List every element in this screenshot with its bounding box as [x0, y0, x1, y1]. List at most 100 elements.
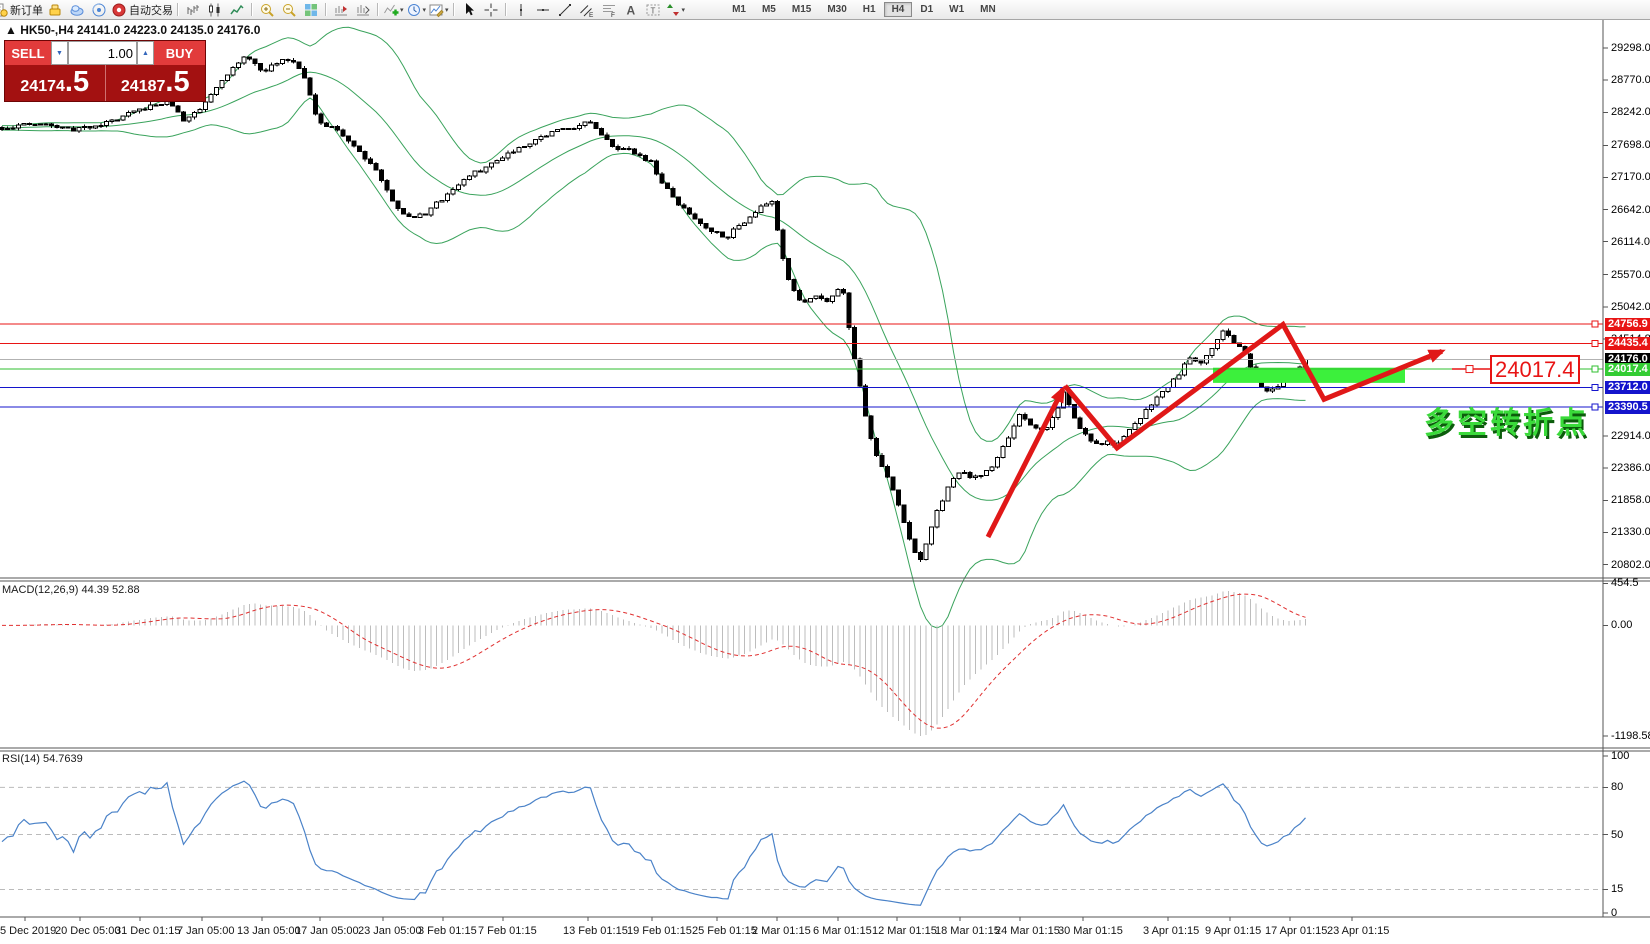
cloud-button[interactable] — [66, 1, 88, 18]
trendline-button[interactable] — [554, 1, 576, 18]
timeframe-m5[interactable]: M5 — [761, 4, 776, 15]
svg-text:E: E — [589, 12, 594, 18]
auto-shift-button[interactable] — [352, 1, 374, 18]
candle-chart-icon — [207, 2, 223, 18]
crosshair-icon — [483, 2, 499, 18]
date-label: 3 Apr 01:15 — [1143, 925, 1200, 937]
date-label: 12 Mar 01:15 — [872, 925, 937, 937]
macd-axis-tick: -1198.58 — [1611, 729, 1650, 742]
sell-button[interactable]: SELL — [11, 45, 45, 61]
sell-price-pips: .5 — [64, 66, 90, 98]
gold-button[interactable] — [44, 1, 66, 18]
volume-down-spinner[interactable]: ▼ — [51, 41, 68, 65]
autotrade-button[interactable]: 自动交易 — [110, 1, 174, 18]
toolbar-separator — [504, 3, 507, 16]
timeframe-m30[interactable]: M30 — [827, 4, 847, 15]
line-handle[interactable] — [1591, 384, 1599, 392]
line-handle[interactable] — [1591, 320, 1599, 328]
horizontal-line-button[interactable] — [532, 1, 554, 18]
one-click-trade-panel: SELL ▼ ▲ BUY 24174 .5 24187 .5 — [4, 40, 206, 102]
fibonacci-button[interactable]: F — [598, 1, 620, 18]
dropdown-caret-icon[interactable]: ▾ — [400, 6, 404, 14]
candle-chart-button[interactable] — [204, 1, 226, 18]
sell-price-display[interactable]: 24174 .5 — [5, 65, 105, 101]
price-axis-tick: 21858.0 — [1611, 494, 1650, 507]
date-label: 30 Mar 01:15 — [1058, 925, 1123, 937]
template-button[interactable]: ▾ — [427, 1, 450, 18]
level-lines[interactable] — [0, 320, 1603, 411]
buy-button[interactable]: BUY — [165, 45, 194, 61]
line-chart-button[interactable] — [226, 1, 248, 18]
timeframe-d1[interactable]: D1 — [920, 4, 934, 15]
date-label: 17 Jan 05:00 — [295, 925, 359, 937]
equidistant-channel-button[interactable]: E — [576, 1, 598, 18]
trend-arrows[interactable] — [985, 320, 1446, 539]
text-icon: A — [623, 2, 639, 18]
text-button[interactable]: A — [620, 1, 642, 18]
line-handle[interactable] — [1591, 340, 1599, 348]
date-label: 7 Jan 05:00 — [177, 925, 235, 937]
zoom-in-button[interactable] — [256, 1, 278, 18]
buy-price-pips: .5 — [165, 66, 190, 98]
autotrade-icon — [111, 2, 127, 18]
bars-chart-icon — [185, 2, 201, 18]
trade-panel-prices: 24174 .5 24187 .5 — [5, 65, 205, 101]
crosshair-button[interactable] — [480, 1, 502, 18]
price-callout-box[interactable]: 24017.4 — [1490, 355, 1580, 385]
autotrade-label: 自动交易 — [129, 4, 173, 17]
timeframe-m1[interactable]: M1 — [732, 4, 746, 15]
rsi-axis-tick: 15 — [1611, 883, 1624, 896]
indicators-add-icon — [383, 2, 399, 18]
shift-end-button[interactable] — [330, 1, 352, 18]
fibonacci-icon: F — [601, 2, 617, 18]
pane-borders — [0, 19, 1650, 921]
vertical-line-icon — [513, 2, 529, 18]
volume-input[interactable] — [68, 41, 137, 65]
chart-ohlc-readout: HK50-,H4 24141.0 24223.0 24135.0 24176.0 — [20, 23, 261, 37]
buy-price-display[interactable]: 24187 .5 — [104, 65, 206, 101]
timeframe-mn[interactable]: MN — [980, 4, 996, 15]
price-badge-24017.4: 24017.4 — [1605, 362, 1650, 376]
arrow-up-1 — [985, 385, 1066, 539]
signal-button[interactable] — [88, 1, 110, 18]
new-order-label: 新订单 — [10, 4, 43, 17]
text-label-button[interactable]: T — [642, 1, 664, 18]
date-label: 23 Apr 01:15 — [1327, 925, 1390, 937]
tile-windows-button[interactable] — [300, 1, 322, 18]
candles-layer — [0, 56, 1308, 562]
dropdown-caret-icon[interactable]: ▾ — [422, 6, 427, 14]
date-label: 20 Dec 05:00 — [55, 925, 121, 937]
date-label: 5 Dec 2019 — [0, 925, 57, 937]
vertical-line-button[interactable] — [510, 1, 532, 18]
price-axis-tick: 25570.0 — [1611, 268, 1650, 281]
bars-chart-button[interactable] — [182, 1, 204, 18]
price-axis-tick: 29298.0 — [1611, 42, 1650, 55]
timeframe-h1[interactable]: H1 — [862, 4, 876, 15]
toolbar-separator — [251, 3, 253, 16]
price-badge-24435.4: 24435.4 — [1605, 337, 1650, 351]
toolbar-separator — [452, 3, 455, 16]
date-label: 2 Mar 01:15 — [752, 925, 811, 937]
timeframe-w1[interactable]: W1 — [949, 4, 965, 15]
cursor-button[interactable] — [458, 1, 480, 18]
dropdown-caret-icon[interactable]: ▾ — [681, 6, 686, 14]
line-handle[interactable] — [1591, 365, 1599, 373]
line-handle[interactable] — [1591, 403, 1599, 411]
arrows-button[interactable]: ▾ — [664, 1, 687, 18]
price-axis-tick: 21330.0 — [1611, 526, 1650, 539]
zoom-out-button[interactable] — [278, 1, 300, 18]
new-order-icon — [0, 2, 8, 18]
new-order-button[interactable]: 新订单 — [0, 1, 44, 18]
dropdown-caret-icon[interactable]: ▾ — [445, 6, 449, 14]
rsi-axis-tick: 100 — [1611, 750, 1630, 762]
periods-button[interactable]: ▾ — [405, 1, 428, 18]
indicators-add-button[interactable]: ▾ — [382, 1, 405, 18]
rsi-axis-tick: 80 — [1611, 781, 1624, 794]
shift-end-icon — [333, 2, 349, 18]
timeframe-h4[interactable]: H4 — [883, 2, 913, 17]
volume-up-spinner[interactable]: ▲ — [137, 41, 154, 65]
timeframe-m15[interactable]: M15 — [791, 4, 812, 15]
price-axis-tick: 22386.0 — [1611, 462, 1650, 475]
